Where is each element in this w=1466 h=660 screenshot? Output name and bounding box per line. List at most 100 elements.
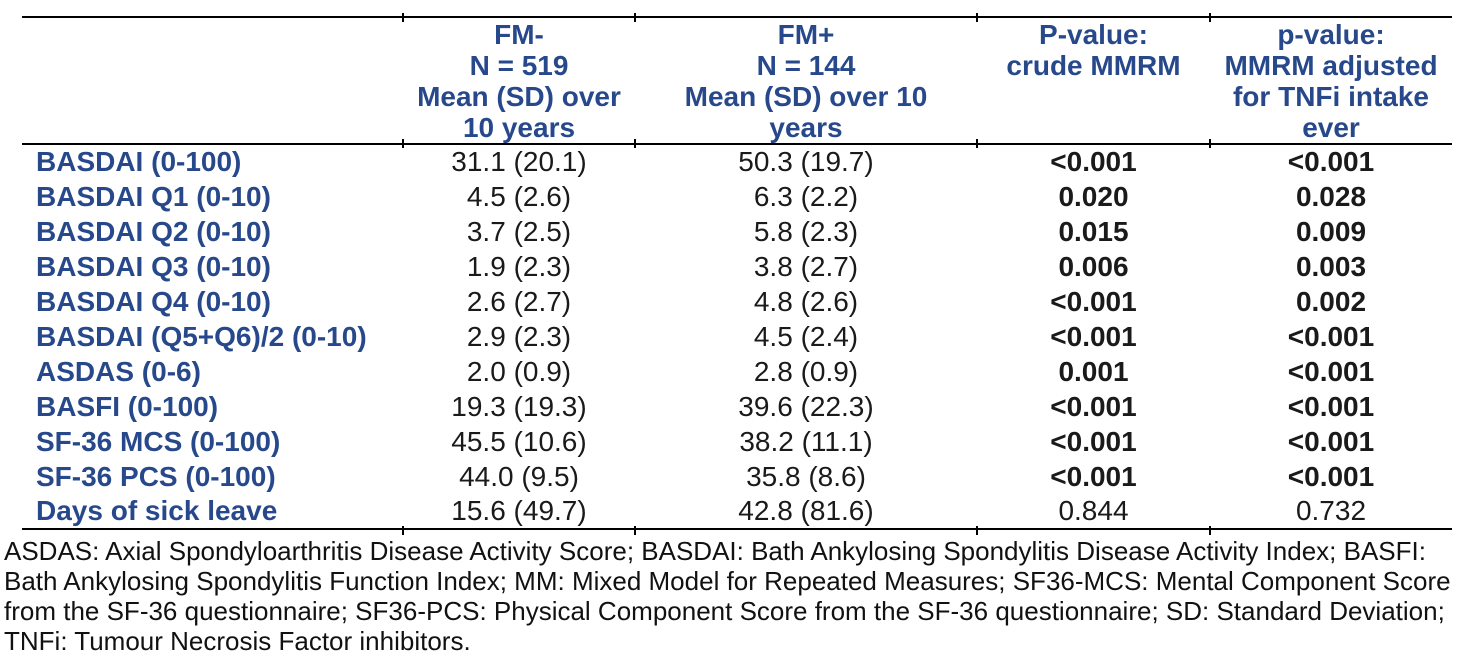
header-line: N = 519	[469, 50, 569, 81]
row-label: BASDAI Q1 (0-10)	[36, 180, 271, 212]
row-label: BASDAI (0-100)	[36, 146, 242, 177]
fm-plus-value: 3.8 (2.7)	[753, 250, 859, 282]
header-line: N = 144	[756, 50, 856, 81]
row-label: BASDAI Q3 (0-10)	[36, 250, 271, 282]
fm-minus-value: 3.7 (2.5)	[466, 215, 572, 247]
column-divider-tick	[976, 13, 978, 22]
p-crude-value: <0.001	[1050, 320, 1137, 352]
table-row: SF-36 MCS (0-100) 45.5 (10.6) 38.2 (11.1…	[22, 424, 1452, 459]
row-label: Days of sick leave	[22, 494, 403, 530]
table-row: BASDAI Q2 (0-10) 3.7 (2.5) 5.8 (2.3) 0.0…	[22, 214, 1452, 249]
fm-minus-value: 15.6 (49.7)	[403, 494, 635, 530]
column-divider-tick	[976, 526, 978, 535]
fm-minus-value: 45.5 (10.6)	[451, 425, 587, 457]
fm-minus-value: 2.9 (2.3)	[466, 320, 572, 352]
fm-plus-value: 35.8 (8.6)	[746, 460, 866, 492]
fm-plus-value: 4.8 (2.6)	[753, 285, 859, 317]
p-crude-value: <0.001	[1050, 146, 1137, 177]
p-crude-value: <0.001	[1050, 460, 1137, 492]
fm-minus-value: 31.1 (20.1)	[451, 146, 587, 177]
header-p-adjusted: p-value: MMRM adjusted for TNFi intake e…	[1210, 17, 1452, 145]
row-label: BASDAI (Q5+Q6)/2 (0-10)	[36, 320, 367, 352]
column-divider-tick	[976, 139, 978, 148]
outcomes-table-grid: FM- N = 519 Mean (SD) over 10 years FM+ …	[22, 16, 1452, 530]
p-adjusted-value: <0.001	[1287, 355, 1375, 387]
header-line: years	[769, 112, 843, 143]
table-row: ASDAS (0-6) 2.0 (0.9) 2.8 (0.9) 0.001 <0…	[22, 354, 1452, 389]
column-divider-tick	[634, 139, 636, 148]
header-line: FM-	[494, 19, 544, 50]
fm-minus-value: 19.3 (19.3)	[451, 390, 587, 422]
header-line: Mean (SD) over 10	[684, 81, 928, 112]
column-divider-tick	[1209, 13, 1211, 22]
fm-minus-value: 2.6 (2.7)	[466, 285, 572, 317]
header-fm-minus: FM- N = 519 Mean (SD) over 10 years	[403, 17, 635, 145]
header-line: MMRM adjusted	[1224, 50, 1438, 81]
header-row-label-cell	[22, 17, 403, 145]
header-row: FM- N = 519 Mean (SD) over 10 years FM+ …	[22, 17, 1452, 145]
footnote: ASDAS: Axial Spondyloarthritis Disease A…	[4, 536, 1451, 656]
p-adjusted-value: 0.002	[1295, 285, 1367, 317]
fm-minus-value: 1.9 (2.3)	[466, 250, 572, 282]
p-adjusted-value: <0.001	[1287, 460, 1375, 492]
table-row: BASDAI (Q5+Q6)/2 (0-10) 2.9 (2.3) 4.5 (2…	[22, 319, 1452, 354]
p-adjusted-value: <0.001	[1287, 146, 1375, 177]
fm-plus-value: 50.3 (19.7)	[738, 146, 874, 177]
header-line: p-value:	[1277, 19, 1385, 50]
p-adjusted-value: <0.001	[1287, 320, 1375, 352]
table-row: BASDAI Q1 (0-10) 4.5 (2.6) 6.3 (2.2) 0.0…	[22, 179, 1452, 214]
p-adjusted-value: 0.028	[1295, 180, 1367, 212]
header-p-crude: P-value: crude MMRM	[977, 17, 1210, 145]
column-divider-tick	[402, 139, 404, 148]
p-crude-value: <0.001	[1050, 285, 1137, 317]
row-label: ASDAS (0-6)	[36, 355, 201, 387]
header-line: P-value:	[1039, 19, 1148, 50]
header-line: FM+	[777, 19, 835, 50]
column-divider-tick	[634, 526, 636, 535]
table-row: BASDAI Q3 (0-10) 1.9 (2.3) 3.8 (2.7) 0.0…	[22, 249, 1452, 284]
p-adjusted-value: 0.003	[1295, 250, 1367, 282]
fm-minus-value: 4.5 (2.6)	[466, 180, 572, 212]
fm-plus-value: 5.8 (2.3)	[753, 215, 859, 247]
fm-minus-value: 2.0 (0.9)	[466, 355, 572, 387]
fm-plus-value: 42.8 (81.6)	[635, 494, 977, 530]
header-line: crude MMRM	[1006, 50, 1181, 81]
table-row: SF-36 PCS (0-100) 44.0 (9.5) 35.8 (8.6) …	[22, 459, 1452, 494]
header-line: Mean (SD) over	[417, 81, 621, 112]
header-line: 10 years	[462, 112, 576, 143]
table-row: BASFI (0-100) 19.3 (19.3) 39.6 (22.3) <0…	[22, 389, 1452, 424]
table-row: Days of sick leave 15.6 (49.7) 42.8 (81.…	[22, 494, 1452, 530]
p-adjusted-value: <0.001	[1287, 390, 1375, 422]
fm-plus-value: 38.2 (11.1)	[739, 425, 873, 457]
p-crude-value: <0.001	[1050, 390, 1137, 422]
p-crude-value: 0.015	[1058, 215, 1129, 247]
row-label: BASFI (0-100)	[36, 390, 219, 422]
fm-minus-value: 44.0 (9.5)	[459, 460, 579, 492]
fm-plus-value: 39.6 (22.3)	[738, 390, 874, 422]
p-crude-value: 0.020	[1058, 180, 1129, 212]
header-line: ever	[1302, 112, 1360, 143]
p-crude-value: 0.001	[1058, 355, 1129, 387]
row-label: SF-36 PCS (0-100)	[36, 460, 276, 492]
column-divider-tick	[402, 526, 404, 535]
column-divider-tick	[634, 13, 636, 22]
p-crude-value: <0.001	[1050, 425, 1137, 457]
column-divider-tick	[402, 13, 404, 22]
p-adjusted-value: 0.732	[1210, 494, 1452, 530]
fm-plus-value: 6.3 (2.2)	[753, 180, 859, 212]
row-label: BASDAI Q4 (0-10)	[36, 285, 271, 317]
column-divider-tick	[1209, 139, 1211, 148]
fm-plus-value: 4.5 (2.4)	[753, 320, 859, 352]
table-row: BASDAI (0-100) 31.1 (20.1) 50.3 (19.7) <…	[22, 144, 1452, 179]
header-fm-plus: FM+ N = 144 Mean (SD) over 10 years	[635, 17, 977, 145]
p-crude-value: 0.006	[1058, 250, 1129, 282]
table-row: BASDAI Q4 (0-10) 2.6 (2.7) 4.8 (2.6) <0.…	[22, 284, 1452, 319]
row-label: BASDAI Q2 (0-10)	[36, 215, 271, 247]
outcomes-table: FM- N = 519 Mean (SD) over 10 years FM+ …	[22, 13, 1452, 535]
p-adjusted-value: <0.001	[1287, 425, 1375, 457]
p-crude-value: 0.844	[977, 494, 1210, 530]
column-divider-tick	[1209, 526, 1211, 535]
header-line: for TNFi intake	[1232, 81, 1429, 112]
row-label: SF-36 MCS (0-100)	[36, 425, 281, 457]
fm-plus-value: 2.8 (0.9)	[753, 355, 859, 387]
